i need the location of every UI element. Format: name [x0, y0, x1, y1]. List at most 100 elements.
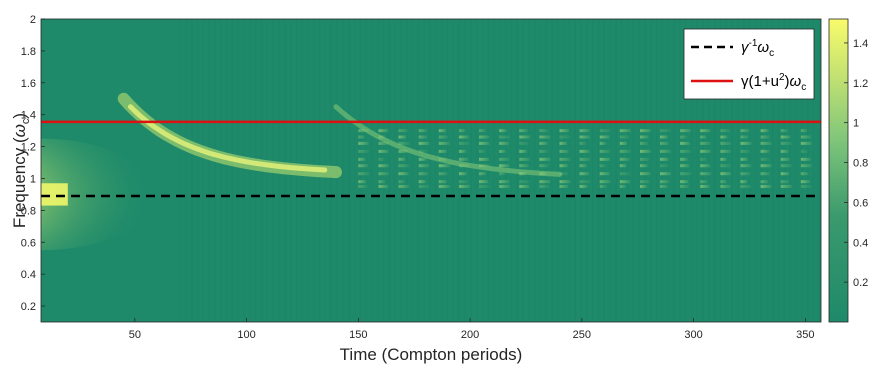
texture-stripe [557, 19, 559, 322]
colorbar-gradient [828, 18, 849, 323]
colorbar: 0.2 0.4 0.6 0.8 1 1.2 1.4 [828, 18, 868, 323]
chirp-arc-core [127, 104, 328, 173]
legend: γ-1ωc γ(1+u2)ωc [683, 28, 815, 100]
late-band-segment [358, 149, 370, 153]
y-tick-label: 0.2 [21, 301, 36, 313]
texture-stripe [661, 19, 664, 322]
texture-stripe [522, 19, 524, 322]
late-band-segment [559, 149, 569, 153]
late-band-segment [680, 149, 692, 153]
texture-stripe [679, 19, 681, 322]
late-band-segment [599, 164, 607, 168]
texture-stripe [714, 19, 716, 322]
late-band-segment [559, 172, 569, 176]
colorbar-tick-label: 0.4 [853, 237, 868, 249]
late-band-segment [740, 149, 750, 153]
late-band-segment [479, 157, 490, 161]
late-band-segment [539, 135, 551, 139]
texture-stripe [417, 19, 420, 322]
texture-stripe [725, 19, 727, 322]
late-band-segment [639, 149, 651, 153]
late-band-segment [519, 141, 529, 145]
texture-stripe [388, 19, 390, 322]
late-band-segment [760, 135, 770, 139]
late-band-segment [740, 184, 752, 188]
late-band-segment [458, 157, 469, 161]
late-band-segment [358, 141, 369, 145]
legend-entry-gamma-u: γ(1+u2)ωc [741, 72, 806, 93]
late-band-segment [559, 129, 570, 133]
texture-stripe [737, 19, 739, 322]
texture-stripe [377, 19, 379, 322]
late-band-segment [559, 141, 568, 145]
late-band-segment [499, 164, 510, 168]
texture-stripe [592, 19, 594, 322]
late-band-segment [800, 180, 810, 184]
late-band-segment [639, 172, 651, 176]
colorbar-tick-label: 0.2 [853, 277, 868, 289]
late-band-segment [519, 149, 527, 153]
texture-stripe [731, 19, 733, 322]
late-band-segment [720, 141, 732, 145]
y-tick-label: 1.2 [21, 142, 36, 154]
late-band-segment [680, 141, 690, 145]
late-band-segment [458, 172, 467, 176]
late-band-segment [760, 184, 772, 188]
late-band-segment [579, 180, 591, 184]
colorbar-tick-label: 1.2 [853, 78, 868, 90]
late-band-segment [660, 129, 671, 133]
late-band-segment [660, 157, 669, 161]
late-band-segment [499, 135, 510, 139]
late-band-segment [418, 157, 427, 161]
late-band-segment [378, 164, 389, 168]
texture-stripe [220, 19, 222, 322]
late-band-segment [358, 184, 368, 188]
texture-stripe [597, 19, 600, 322]
late-band-segment [378, 141, 390, 145]
late-band-segment [599, 135, 610, 139]
texture-stripe [231, 19, 234, 322]
texture-stripe [603, 19, 605, 322]
late-band-segment [599, 141, 607, 145]
texture-stripe [481, 19, 483, 322]
late-band-segment [660, 172, 672, 176]
late-band-segment [599, 180, 611, 184]
y-tick-label: 1.4 [21, 110, 36, 122]
late-band-segment [378, 135, 386, 139]
late-band-segment [579, 135, 591, 139]
texture-stripe [475, 19, 478, 322]
late-band-segment [559, 135, 571, 139]
late-band-segment [740, 164, 752, 168]
late-band-segment [720, 172, 731, 176]
late-band-segment [479, 129, 486, 133]
late-band-segment [740, 180, 748, 184]
texture-stripe [441, 19, 443, 322]
late-band-segment [378, 184, 389, 188]
late-band-segment [800, 172, 809, 176]
texture-stripe [766, 19, 768, 322]
late-band-segment [438, 135, 449, 139]
late-band-segment [438, 149, 447, 153]
texture-stripe [534, 19, 536, 322]
x-tick-label: 350 [796, 329, 814, 341]
texture-stripe [359, 19, 361, 322]
texture-stripe [563, 19, 565, 322]
texture-stripe [191, 19, 193, 322]
late-band-segment [680, 172, 692, 176]
late-band-segment [780, 180, 790, 184]
x-tick-label: 150 [349, 329, 367, 341]
texture-stripe [458, 19, 460, 322]
texture-stripe [621, 19, 623, 322]
late-band-segment [539, 141, 548, 145]
late-band-segment [438, 180, 447, 184]
late-band-segment [519, 172, 527, 176]
late-band-segment [619, 157, 630, 161]
texture-stripe [708, 19, 710, 322]
late-band-segment [700, 184, 710, 188]
y-tick-label: 1.6 [21, 78, 36, 90]
late-band-segment [780, 164, 792, 168]
late-band-segment [780, 149, 789, 153]
late-band-segment [479, 149, 486, 153]
late-band-segment [579, 184, 588, 188]
texture-stripe [545, 19, 547, 322]
